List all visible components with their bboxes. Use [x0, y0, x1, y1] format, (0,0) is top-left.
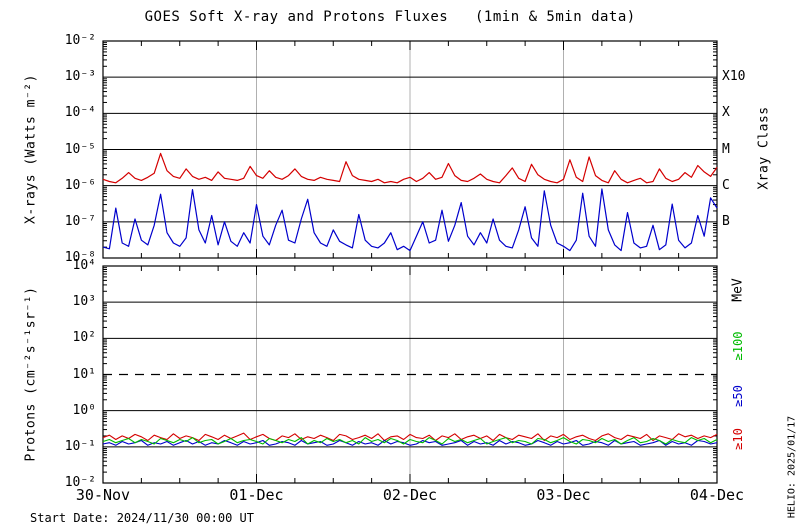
- proton-y-tick-label: 10²: [72, 330, 96, 346]
- x-date-label: 04-Dec: [689, 486, 745, 504]
- x-date-label: 02-Dec: [382, 486, 438, 504]
- xray-panel: [102, 40, 718, 259]
- chart-title: GOES Soft X-ray and Protons Fluxes (1min…: [144, 9, 636, 25]
- proton-y-tick-label: 10³: [72, 294, 96, 310]
- proton-y-tick-label: 10¹: [72, 366, 96, 382]
- xray-y-tick-label: 10⁻⁸: [64, 250, 96, 265]
- mev-threshold-label: ≥100: [731, 331, 745, 361]
- x-date-label: 03-Dec: [536, 486, 591, 504]
- helio-watermark: HELIO: 2025/01/17: [786, 415, 798, 519]
- xray-y-tick-label: 10⁻⁵: [64, 141, 96, 157]
- xray-y-tick-label: 10⁻⁶: [64, 177, 96, 193]
- series-proton-ge100MeV: [102, 437, 718, 445]
- xray-class-axis-title: Xray Class: [756, 106, 772, 190]
- xray-y-tick-label: 10⁻²: [64, 33, 96, 48]
- x-date-label: 30-Nov: [75, 486, 131, 504]
- proton-panel: [102, 265, 718, 484]
- x-date-label: 01-Dec: [229, 486, 284, 504]
- proton-y-tick-label: 10⁴: [72, 258, 96, 273]
- proton-y-tick-label: 10⁰: [72, 402, 96, 418]
- series-proton-ge10MeV: [102, 432, 718, 442]
- xray-class-label: C: [722, 177, 730, 193]
- series-proton-ge50MeV: [102, 439, 718, 446]
- start-date-text: Start Date: 2024/11/30 00:00 UT: [30, 511, 254, 525]
- series-xray-long-1-8A: [102, 152, 718, 184]
- xray-y-tick-label: 10⁻³: [64, 69, 96, 85]
- mev-threshold-label: ≥10: [731, 428, 745, 450]
- series-xray-short-05-4A: [102, 188, 718, 252]
- xray-y-tick-label: 10⁻⁴: [64, 105, 96, 121]
- xray-class-label: M: [722, 141, 730, 157]
- mev-axis-title: MeV: [730, 278, 746, 302]
- xray-y-tick-label: 10⁻⁷: [64, 213, 96, 229]
- xray-class-label: X10: [722, 69, 746, 85]
- mev-threshold-label: ≥50: [731, 385, 745, 407]
- xray-frame: [102, 40, 718, 259]
- proton-y-tick-label: 10⁻²: [64, 475, 96, 490]
- proton-frame: [102, 265, 718, 484]
- proton-y-tick-label: 10⁻¹: [64, 438, 96, 454]
- xray-class-label: B: [722, 213, 730, 229]
- xray-class-label: X: [722, 105, 730, 121]
